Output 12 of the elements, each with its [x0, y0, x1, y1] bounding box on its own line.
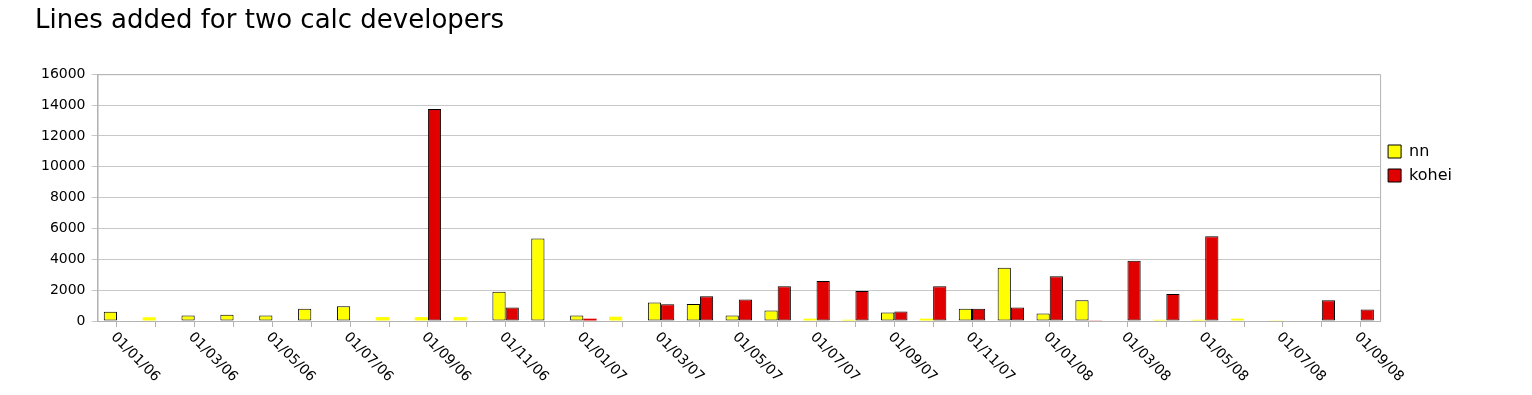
y-tick-label: 6000 [49, 219, 86, 236]
legend-label: kohei [1409, 164, 1453, 184]
y-tick-label: 14000 [40, 95, 86, 112]
y-tick-label: 12000 [40, 126, 86, 143]
chart-title: Lines added for two calc developers [35, 4, 505, 35]
y-tick-label: 10000 [40, 157, 86, 174]
y-tick-label: 8000 [49, 188, 86, 205]
y-tick-label: 0 [76, 311, 86, 328]
y-tick-label: 16000 [40, 64, 86, 81]
y-tick-label: 2000 [49, 280, 86, 297]
legend-label: nn [1409, 140, 1430, 160]
y-tick-label: 4000 [49, 249, 86, 266]
